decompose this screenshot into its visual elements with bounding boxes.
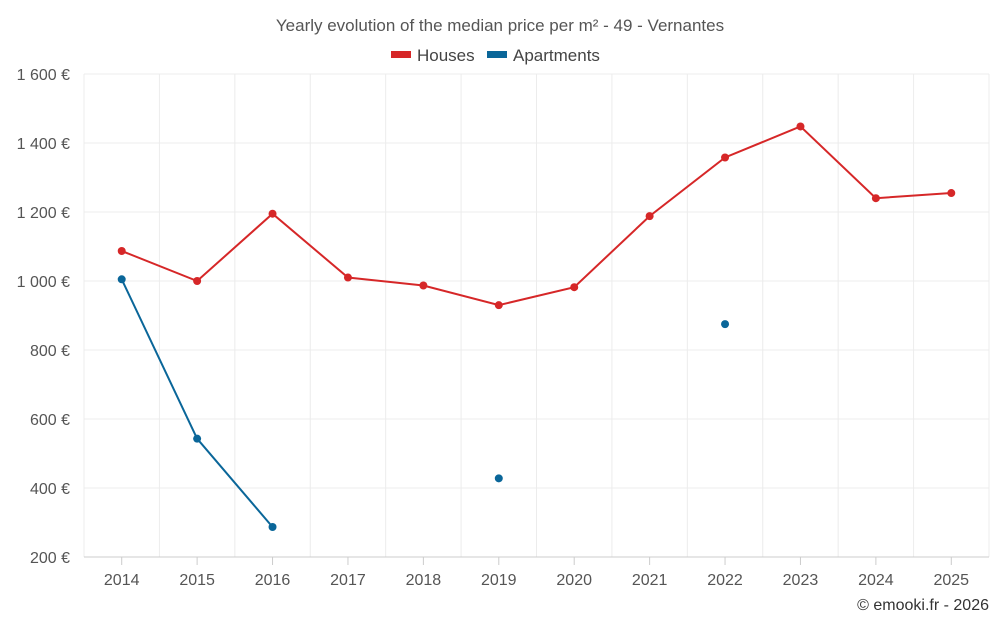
y-tick-label: 1 400 € [17,136,70,153]
x-tick-label: 2014 [104,572,140,589]
y-tick-label: 1 200 € [17,205,70,222]
x-tick-label: 2022 [707,572,743,589]
data-point-houses [796,122,805,131]
x-tick-label: 2025 [933,572,969,589]
data-point-houses [419,281,428,290]
legend-swatch [391,51,411,58]
y-tick-label: 400 € [30,481,70,498]
data-point-apartments [193,434,202,443]
data-point-houses [871,194,880,203]
series-line-houses [121,125,952,307]
x-tick-label: 2015 [179,572,215,589]
data-point-houses [721,153,730,162]
y-tick-label: 1 000 € [17,274,70,291]
data-point-houses [193,277,202,285]
series-houses [117,122,956,310]
data-point-apartments [117,275,126,284]
x-tick-label: 2019 [481,572,517,589]
data-point-houses [947,189,956,198]
x-tick-label: 2023 [783,572,819,589]
legend: Houses Apartments [391,46,600,65]
x-tick-label: 2018 [406,572,442,589]
x-tick-label: 2017 [330,572,366,589]
series-layer [117,122,956,531]
credit-text: © emooki.fr - 2026 [857,597,989,614]
legend-label: Apartments [513,46,600,65]
data-point-houses [645,212,654,221]
y-tick-label: 1 600 € [17,67,70,84]
data-point-houses [343,273,352,282]
data-point-apartments [268,522,277,531]
axes: 200 € 400 € 600 € 800 € 1 000 € 1 200 € 1 400 … [17,67,989,589]
legend-label: Houses [417,46,475,65]
gridlines [83,73,990,557]
data-point-houses [268,209,277,218]
x-tick-label: 2016 [255,572,291,589]
data-point-houses [117,246,126,255]
x-tick-label: 2020 [556,572,592,589]
chart-title: Yearly evolution of the median price per… [276,16,724,35]
y-tick-label: 600 € [30,412,70,429]
y-tick-label: 200 € [30,550,70,567]
legend-item-apartments: Apartments [487,46,600,65]
data-point-apartments [494,474,503,483]
series-apartments [117,275,730,531]
legend-swatch [487,51,507,58]
y-tick-label: 800 € [30,343,70,360]
x-tick-label: 2021 [632,572,668,589]
data-point-apartments [721,320,730,329]
x-tick-label: 2024 [858,572,894,589]
series-line-apartments [120,278,274,528]
data-point-houses [494,301,503,310]
legend-item-houses: Houses [391,46,475,65]
data-point-houses [570,283,579,292]
